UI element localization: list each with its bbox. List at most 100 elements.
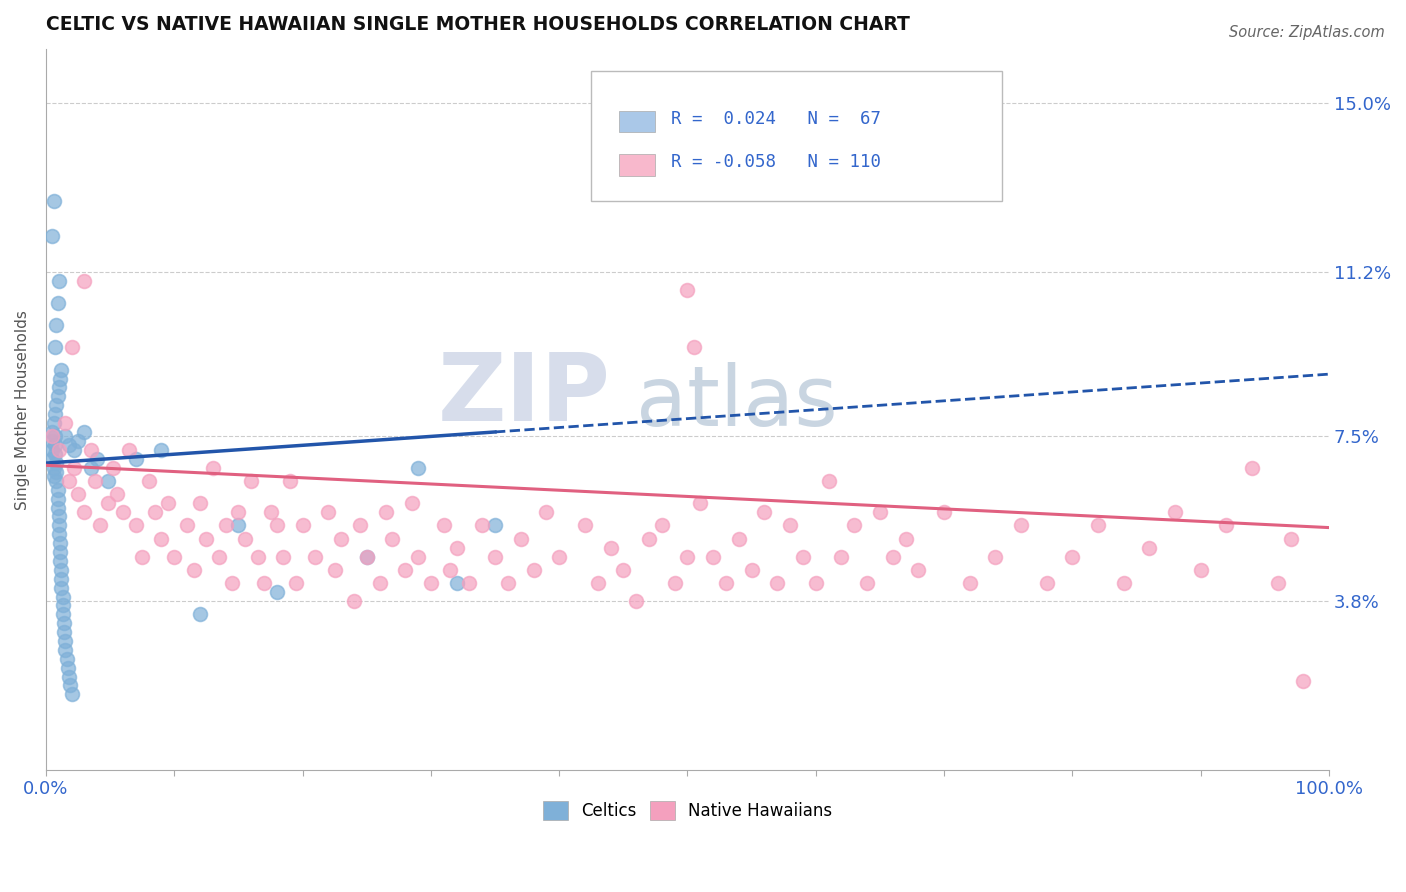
Point: [221, 576, 243, 591]
FancyBboxPatch shape: [592, 71, 1002, 201]
Point: [163, 549, 186, 564]
Point: [67, 487, 90, 501]
Point: [727, 532, 749, 546]
Point: [49, 371, 72, 385]
Point: [51, 581, 73, 595]
Point: [253, 576, 276, 591]
Point: [96, 474, 118, 488]
Point: [381, 532, 404, 546]
Point: [41, 229, 63, 244]
Point: [932, 505, 955, 519]
Point: [1062, 549, 1084, 564]
Point: [779, 518, 801, 533]
Point: [101, 460, 124, 475]
Point: [49, 545, 72, 559]
Point: [60, 341, 83, 355]
Point: [214, 518, 236, 533]
Point: [45, 474, 67, 488]
Point: [46, 491, 69, 506]
Y-axis label: Single Mother Households: Single Mother Households: [15, 310, 30, 509]
Point: [869, 505, 891, 519]
Point: [792, 549, 814, 564]
Text: R = -0.058   N = 110: R = -0.058 N = 110: [671, 153, 880, 171]
Point: [125, 451, 148, 466]
Point: [509, 532, 531, 546]
Point: [59, 678, 82, 692]
Point: [1215, 518, 1237, 533]
Point: [45, 456, 67, 470]
Point: [624, 594, 647, 608]
Point: [766, 576, 789, 591]
Point: [278, 474, 301, 488]
Point: [138, 474, 160, 488]
Point: [83, 474, 105, 488]
Point: [458, 576, 481, 591]
Point: [201, 460, 224, 475]
Point: [188, 607, 211, 622]
Point: [73, 505, 96, 519]
Point: [73, 425, 96, 439]
Point: [53, 416, 76, 430]
Point: [53, 634, 76, 648]
Point: [80, 442, 103, 457]
Point: [45, 398, 67, 412]
FancyBboxPatch shape: [620, 111, 655, 132]
Point: [471, 518, 494, 533]
Point: [46, 296, 69, 310]
Point: [316, 505, 339, 519]
Point: [63, 460, 86, 475]
Point: [683, 341, 706, 355]
Point: [689, 127, 711, 141]
Point: [433, 518, 456, 533]
Point: [86, 451, 108, 466]
Point: [984, 549, 1007, 564]
Point: [1112, 576, 1135, 591]
Point: [48, 442, 70, 457]
Point: [664, 185, 686, 199]
Point: [844, 518, 866, 533]
Point: [586, 576, 609, 591]
Point: [176, 518, 198, 533]
Point: [702, 549, 724, 564]
Point: [111, 505, 134, 519]
Point: [52, 607, 75, 622]
Point: [907, 563, 929, 577]
Point: [118, 442, 141, 457]
Point: [45, 465, 67, 479]
Point: [1087, 518, 1109, 533]
Point: [689, 496, 711, 510]
Point: [1010, 518, 1032, 533]
Point: [48, 380, 70, 394]
Point: [41, 442, 63, 457]
Point: [195, 532, 218, 546]
Point: [406, 460, 429, 475]
Point: [273, 549, 295, 564]
Point: [228, 518, 250, 533]
Point: [484, 518, 506, 533]
Point: [536, 505, 558, 519]
Point: [42, 416, 65, 430]
Text: CELTIC VS NATIVE HAWAIIAN SINGLE MOTHER HOUSEHOLDS CORRELATION CHART: CELTIC VS NATIVE HAWAIIAN SINGLE MOTHER …: [46, 15, 910, 34]
Point: [58, 670, 80, 684]
Point: [51, 362, 73, 376]
Point: [406, 549, 429, 564]
Point: [63, 442, 86, 457]
Point: [44, 429, 66, 443]
Point: [419, 576, 441, 591]
Point: [1267, 576, 1289, 591]
Point: [574, 518, 596, 533]
Point: [48, 518, 70, 533]
Point: [46, 483, 69, 497]
Point: [439, 563, 461, 577]
Point: [959, 576, 981, 591]
Point: [446, 576, 468, 591]
Point: [80, 460, 103, 475]
Point: [46, 389, 69, 403]
Point: [741, 563, 763, 577]
Point: [233, 532, 256, 546]
Point: [150, 532, 173, 546]
Point: [42, 460, 65, 475]
Point: [484, 549, 506, 564]
Point: [599, 541, 621, 555]
Point: [49, 554, 72, 568]
